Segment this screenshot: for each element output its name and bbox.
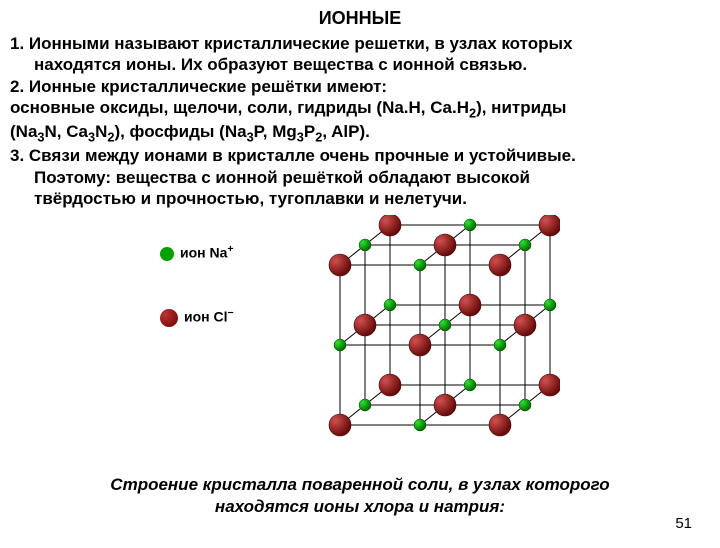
para-1b: находятся ионы. Их образуют вещества с и… [10, 54, 710, 75]
page-number: 51 [675, 515, 692, 532]
page-title: ИОННЫЕ [0, 8, 720, 29]
diagram-zone: ион Na+ ион Cl− [0, 215, 720, 470]
para-3: основные оксиды, щелочи, соли, гидриды (… [10, 97, 710, 121]
na-swatch-icon [160, 247, 174, 261]
para-7: твёрдостью и прочностью, тугоплавки и не… [10, 188, 710, 209]
para-2: 2. Ионные кристаллические решётки имеют: [10, 76, 710, 97]
body-text: 1. Ионными называют кристаллические реше… [0, 33, 720, 209]
lattice-diagram [300, 215, 560, 465]
caption: Строение кристалла поваренной соли, в уз… [0, 474, 720, 518]
para-4: (Na3N, Ca3N2), фосфиды (Na3P, Mg3P2, AlP… [10, 121, 710, 145]
para-1a: 1. Ионными называют кристаллические реше… [10, 33, 710, 54]
para-5: 3. Связи между ионами в кристалле очень … [10, 145, 710, 166]
para-6: Поэтому: вещества с ионной решёткой обла… [10, 167, 710, 188]
legend-na: ион Na+ [160, 243, 234, 261]
legend-cl: ион Cl− [160, 307, 234, 327]
cl-swatch-icon [160, 309, 178, 327]
